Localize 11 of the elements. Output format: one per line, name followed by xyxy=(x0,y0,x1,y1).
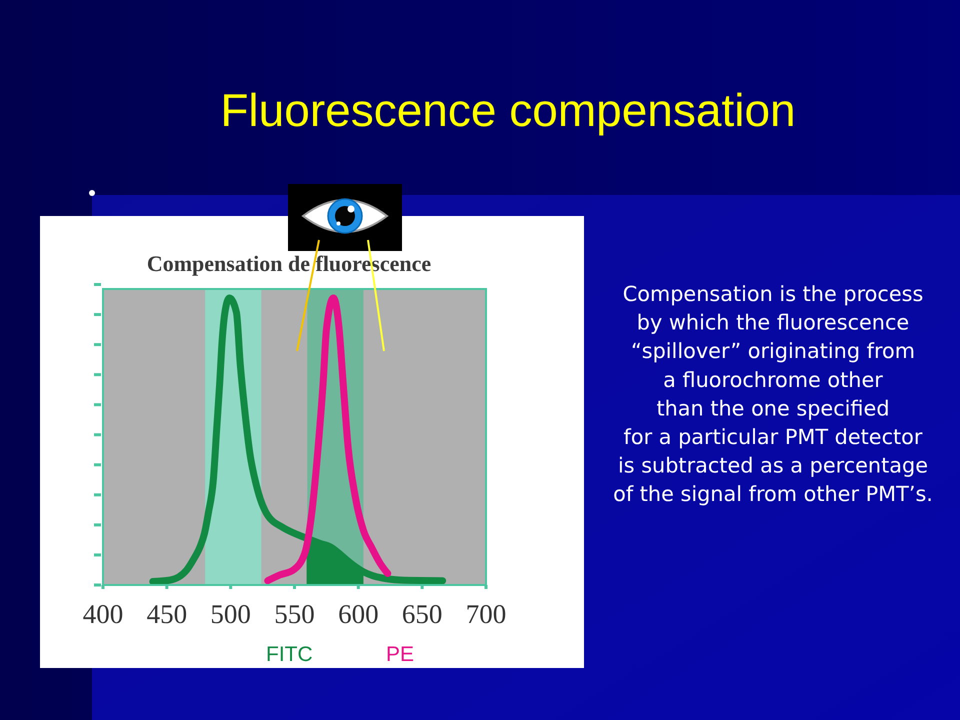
x-tick-label: 550 xyxy=(274,599,315,629)
chart-title: Fluorescence compensation xyxy=(220,84,796,136)
text: PE xyxy=(386,643,414,666)
x-tick-label: 700 xyxy=(466,599,506,629)
x-tick-label: 400 xyxy=(82,599,124,629)
x-tick-label: 450 xyxy=(146,599,188,629)
x-tick-label: 650 xyxy=(402,599,442,629)
x-tick-label: 500 xyxy=(210,599,251,629)
text: Compensation is the process by which the fluorescence “spillover” originating from a fluorochrome other than the one specified for a particular PMT detector is subtracted as a percentage of the signal from other PMT’s. xyxy=(613,282,933,506)
x-tick-label: 600 xyxy=(338,599,379,629)
text: FITC xyxy=(266,643,313,666)
